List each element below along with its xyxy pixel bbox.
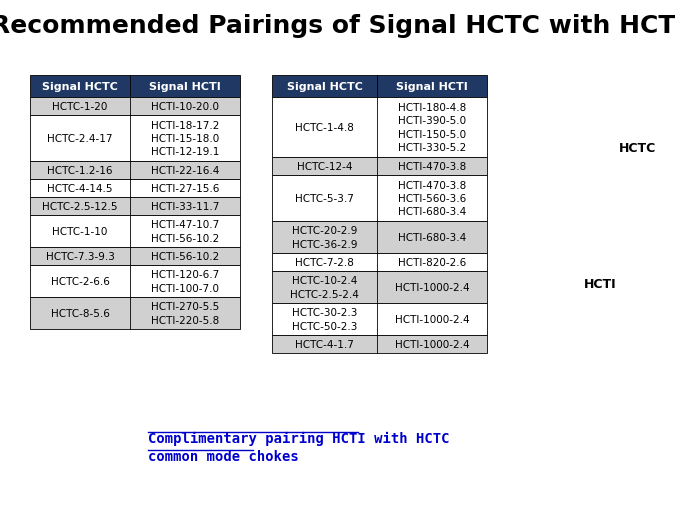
FancyBboxPatch shape xyxy=(30,180,240,197)
Text: HCTI-270-5.5
HCTI-220-5.8: HCTI-270-5.5 HCTI-220-5.8 xyxy=(151,302,219,325)
Text: HCTI-47-10.7
HCTI-56-10.2: HCTI-47-10.7 HCTI-56-10.2 xyxy=(151,220,219,243)
Text: HCTC-8-5.6: HCTC-8-5.6 xyxy=(51,309,109,318)
FancyBboxPatch shape xyxy=(30,216,240,247)
Text: HCTI-820-2.6: HCTI-820-2.6 xyxy=(398,258,466,268)
Text: Signal HCTI: Signal HCTI xyxy=(396,82,468,92)
FancyBboxPatch shape xyxy=(30,98,240,116)
Text: HCTI-18-17.2
HCTI-15-18.0
HCTI-12-19.1: HCTI-18-17.2 HCTI-15-18.0 HCTI-12-19.1 xyxy=(151,121,219,157)
Text: HCTI-680-3.4: HCTI-680-3.4 xyxy=(398,232,466,242)
Text: HCTC-1-20: HCTC-1-20 xyxy=(53,102,108,112)
Text: HCTC-5-3.7: HCTC-5-3.7 xyxy=(295,193,354,204)
FancyBboxPatch shape xyxy=(30,247,240,266)
Text: HCTI-1000-2.4: HCTI-1000-2.4 xyxy=(395,282,469,292)
FancyBboxPatch shape xyxy=(272,272,487,304)
Text: common mode chokes: common mode chokes xyxy=(148,449,299,463)
Text: HCTC-10-2.4
HCTC-2.5-2.4: HCTC-10-2.4 HCTC-2.5-2.4 xyxy=(290,276,359,299)
Text: HCTC-2-6.6: HCTC-2-6.6 xyxy=(51,276,109,286)
Text: HCTI-1000-2.4: HCTI-1000-2.4 xyxy=(395,339,469,349)
FancyBboxPatch shape xyxy=(30,162,240,180)
Text: HCTI-27-15.6: HCTI-27-15.6 xyxy=(151,184,219,193)
Text: Signal HCTI: Signal HCTI xyxy=(149,82,221,92)
Text: HCTI: HCTI xyxy=(584,277,616,290)
Text: HCTC-1-10: HCTC-1-10 xyxy=(53,227,108,236)
FancyBboxPatch shape xyxy=(272,335,487,353)
FancyBboxPatch shape xyxy=(272,222,487,254)
FancyBboxPatch shape xyxy=(30,76,240,98)
Text: HCTC-1.2-16: HCTC-1.2-16 xyxy=(47,166,113,176)
FancyBboxPatch shape xyxy=(30,266,240,297)
Text: Signal HCTC: Signal HCTC xyxy=(42,82,118,92)
FancyBboxPatch shape xyxy=(30,297,240,329)
Text: HCTI-470-3.8
HCTI-560-3.6
HCTI-680-3.4: HCTI-470-3.8 HCTI-560-3.6 HCTI-680-3.4 xyxy=(398,180,466,217)
FancyBboxPatch shape xyxy=(272,254,487,272)
Text: HCTI-470-3.8: HCTI-470-3.8 xyxy=(398,162,466,172)
Text: HCTI-120-6.7
HCTI-100-7.0: HCTI-120-6.7 HCTI-100-7.0 xyxy=(151,270,219,293)
FancyBboxPatch shape xyxy=(272,304,487,335)
Text: HCTC-7-2.8: HCTC-7-2.8 xyxy=(295,258,354,268)
Text: HCTI-1000-2.4: HCTI-1000-2.4 xyxy=(395,315,469,324)
Text: HCTI-180-4.8
HCTI-390-5.0
HCTI-150-5.0
HCTI-330-5.2: HCTI-180-4.8 HCTI-390-5.0 HCTI-150-5.0 H… xyxy=(398,103,466,153)
Text: HCTI-10-20.0: HCTI-10-20.0 xyxy=(151,102,219,112)
Text: HCTC-1-4.8: HCTC-1-4.8 xyxy=(295,123,354,133)
Text: HCTI-22-16.4: HCTI-22-16.4 xyxy=(151,166,219,176)
Text: HCTC-20-2.9
HCTC-36-2.9: HCTC-20-2.9 HCTC-36-2.9 xyxy=(292,226,357,249)
Text: HCTC-7.3-9.3: HCTC-7.3-9.3 xyxy=(45,251,115,262)
Text: HCTC-2.5-12.5: HCTC-2.5-12.5 xyxy=(43,201,117,212)
Text: HCTC-4-1.7: HCTC-4-1.7 xyxy=(295,339,354,349)
Text: HCTC-2.4-17: HCTC-2.4-17 xyxy=(47,134,113,144)
Text: Recommended Pairings of Signal HCTC with HCTI: Recommended Pairings of Signal HCTC with… xyxy=(0,14,675,38)
Text: HCTC-12-4: HCTC-12-4 xyxy=(297,162,352,172)
Text: HCTI-33-11.7: HCTI-33-11.7 xyxy=(151,201,219,212)
FancyBboxPatch shape xyxy=(272,158,487,176)
FancyBboxPatch shape xyxy=(30,116,240,162)
FancyBboxPatch shape xyxy=(272,98,487,158)
FancyBboxPatch shape xyxy=(272,76,487,98)
FancyBboxPatch shape xyxy=(272,176,487,222)
Text: HCTI-56-10.2: HCTI-56-10.2 xyxy=(151,251,219,262)
FancyBboxPatch shape xyxy=(30,197,240,216)
Text: HCTC-30-2.3
HCTC-50-2.3: HCTC-30-2.3 HCTC-50-2.3 xyxy=(292,308,357,331)
Text: HCTC: HCTC xyxy=(618,141,655,154)
Text: Signal HCTC: Signal HCTC xyxy=(287,82,362,92)
Text: HCTC-4-14.5: HCTC-4-14.5 xyxy=(47,184,113,193)
Text: Complimentary pairing HCTI with HCTC: Complimentary pairing HCTI with HCTC xyxy=(148,431,450,445)
